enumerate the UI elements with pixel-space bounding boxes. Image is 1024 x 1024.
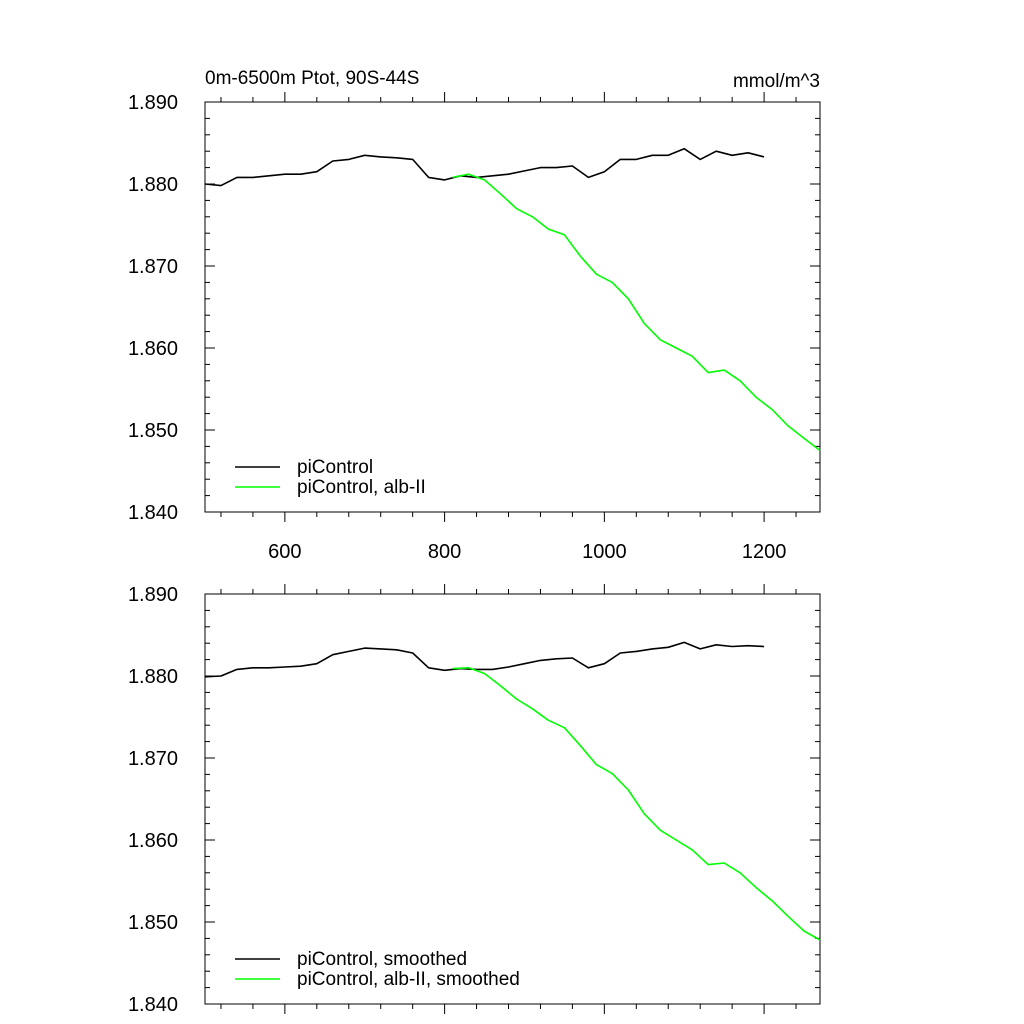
y-tick-label: 1.860 xyxy=(128,830,178,852)
plot-frame xyxy=(204,101,821,513)
plot-frame xyxy=(204,593,821,1005)
y-tick-label: 1.840 xyxy=(128,502,178,524)
series-line-1 xyxy=(452,667,821,941)
series-line-0 xyxy=(204,641,765,678)
y-tick-label: 1.840 xyxy=(128,994,178,1016)
series-line-1 xyxy=(452,173,821,452)
y-tick-label: 1.890 xyxy=(128,92,178,114)
legend-label-1: piControl, alb-II, smoothed xyxy=(297,969,520,990)
bottom-panel: 1.840 1.850 1.860 1.870 1.880 1.890 piControl,… xyxy=(128,584,821,1016)
y-tick-label: 1.880 xyxy=(128,666,178,688)
x-tick-label: 600 xyxy=(268,541,301,563)
y-tick-label: 1.880 xyxy=(128,174,178,196)
y-tick-label: 1.860 xyxy=(128,338,178,360)
x-tick-label: 800 xyxy=(428,541,461,563)
y-tick-label: 1.850 xyxy=(128,912,178,934)
chart-title: 0m-6500m Ptot, 90S-44S xyxy=(205,68,419,89)
legend-label-0: piControl, smoothed xyxy=(297,949,467,970)
chart-units-label: mmol/m^3 xyxy=(733,71,820,92)
series-line-0 xyxy=(204,147,765,187)
legend-label-0: piControl xyxy=(297,457,373,478)
y-tick-label: 1.870 xyxy=(128,256,178,278)
top-panel: 0m-6500m Ptot, 90S-44S mmol/m^3 1.840 1.8… xyxy=(128,68,821,563)
x-tick-label: 1200 xyxy=(742,541,787,563)
y-tick-label: 1.870 xyxy=(128,748,178,770)
y-tick-label: 1.890 xyxy=(128,584,178,606)
legend-label-1: piControl, alb-II xyxy=(297,477,426,498)
y-tick-label: 1.850 xyxy=(128,420,178,442)
x-tick-label: 1000 xyxy=(582,541,627,563)
